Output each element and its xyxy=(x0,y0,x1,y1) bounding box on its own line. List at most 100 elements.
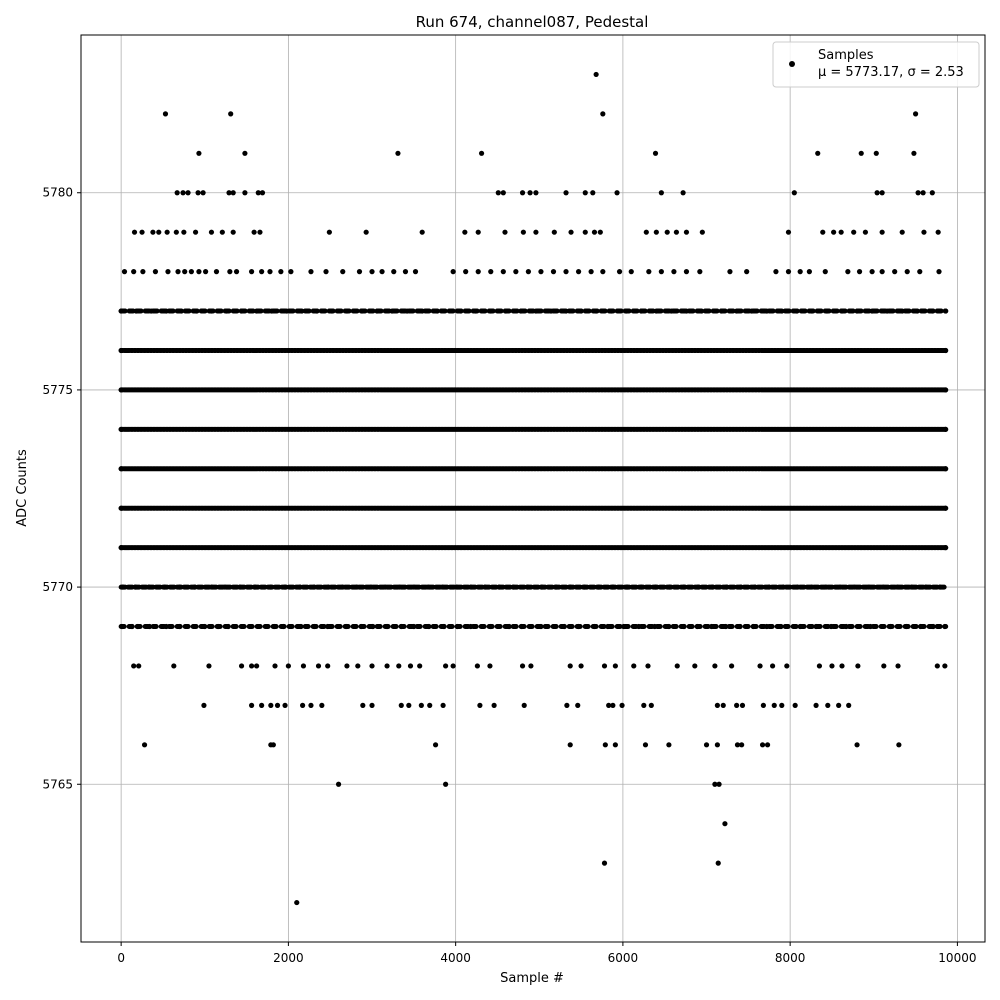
sample-point xyxy=(162,584,168,590)
sample-point xyxy=(248,269,255,275)
sample-point xyxy=(855,663,861,669)
sample-point xyxy=(136,663,142,669)
sample-point xyxy=(794,308,800,314)
sample-point xyxy=(712,781,718,787)
sample-point xyxy=(389,308,395,314)
sample-point xyxy=(118,426,124,432)
sample-point xyxy=(163,623,169,630)
sample-point xyxy=(551,229,557,235)
sample-point xyxy=(434,308,440,314)
sample-point xyxy=(908,584,915,590)
sample-point xyxy=(226,190,232,196)
sample-point xyxy=(299,308,305,314)
sample-point xyxy=(227,269,233,275)
sample-point xyxy=(251,229,257,235)
sample-point xyxy=(269,308,275,314)
sample-point xyxy=(739,702,746,708)
sample-point xyxy=(382,584,388,590)
sample-point xyxy=(666,623,672,630)
sample-point xyxy=(837,584,843,590)
sample-point xyxy=(664,229,670,235)
x-axis-label: Sample # xyxy=(500,971,564,986)
sample-point xyxy=(355,663,361,669)
sample-point xyxy=(737,623,743,630)
sample-point xyxy=(593,308,599,314)
sample-point xyxy=(308,702,314,708)
sample-point xyxy=(813,702,819,708)
sample-point xyxy=(911,150,917,156)
sample-point xyxy=(468,623,474,630)
sample-point xyxy=(219,229,225,235)
sample-point xyxy=(270,742,276,748)
sample-point xyxy=(943,505,949,511)
sample-point xyxy=(744,269,750,275)
sample-point xyxy=(943,387,949,393)
sample-point xyxy=(915,190,921,196)
sample-point xyxy=(750,623,756,630)
sample-point xyxy=(478,150,485,156)
sample-point xyxy=(141,742,148,748)
sample-point xyxy=(641,702,647,708)
sample-point xyxy=(550,269,557,275)
sample-point xyxy=(937,584,943,590)
sample-point xyxy=(616,269,623,275)
sample-point xyxy=(140,269,146,275)
sample-point xyxy=(488,269,494,275)
sample-point xyxy=(822,269,828,275)
sample-point xyxy=(323,269,329,275)
sample-point xyxy=(369,702,375,708)
sample-point xyxy=(779,308,785,314)
sample-point xyxy=(683,229,690,235)
sample-point xyxy=(343,623,349,630)
sample-point xyxy=(344,308,350,314)
sample-point xyxy=(412,269,419,275)
sample-point xyxy=(325,663,331,669)
sample-point xyxy=(930,623,936,630)
sample-point xyxy=(274,702,281,708)
sample-point xyxy=(779,702,785,708)
sample-point xyxy=(896,742,902,748)
sample-point xyxy=(148,308,154,314)
sample-point xyxy=(568,229,574,235)
sample-point xyxy=(482,584,488,590)
sample-point xyxy=(563,190,569,196)
sample-point xyxy=(280,623,286,630)
sample-point xyxy=(510,584,516,590)
sample-point xyxy=(692,663,698,669)
sample-point xyxy=(439,584,445,590)
sample-point xyxy=(163,308,169,314)
sample-point xyxy=(268,584,274,590)
sample-point xyxy=(268,702,274,708)
sample-point xyxy=(610,584,616,590)
sample-point xyxy=(533,229,539,235)
sample-point xyxy=(513,269,519,275)
sample-point xyxy=(683,308,690,314)
sample-point xyxy=(225,623,231,630)
sample-point xyxy=(923,584,929,590)
sample-point xyxy=(899,229,905,235)
sample-point xyxy=(223,308,230,314)
x-tick-label: 4000 xyxy=(440,951,471,965)
sample-point xyxy=(369,269,375,275)
sample-point xyxy=(591,623,598,630)
sample-point xyxy=(851,229,857,235)
x-tick-label: 10000 xyxy=(938,951,976,965)
sample-point xyxy=(671,269,677,275)
sample-point xyxy=(942,663,948,669)
sample-point xyxy=(520,229,526,235)
sample-point xyxy=(525,269,532,275)
sample-point xyxy=(813,623,819,630)
sample-point xyxy=(248,702,255,708)
sample-point xyxy=(208,229,215,235)
sample-point xyxy=(734,702,740,708)
sample-point xyxy=(652,150,659,156)
sample-point xyxy=(182,269,188,275)
sample-point xyxy=(561,623,567,630)
sample-point xyxy=(300,702,306,708)
sample-point xyxy=(252,584,258,590)
sample-point xyxy=(319,702,325,708)
sample-point xyxy=(370,623,376,630)
sample-point xyxy=(118,347,124,354)
x-axis-ticks: 0 2000 4000 6000 8000 10000 xyxy=(117,942,976,965)
sample-point xyxy=(614,190,620,196)
